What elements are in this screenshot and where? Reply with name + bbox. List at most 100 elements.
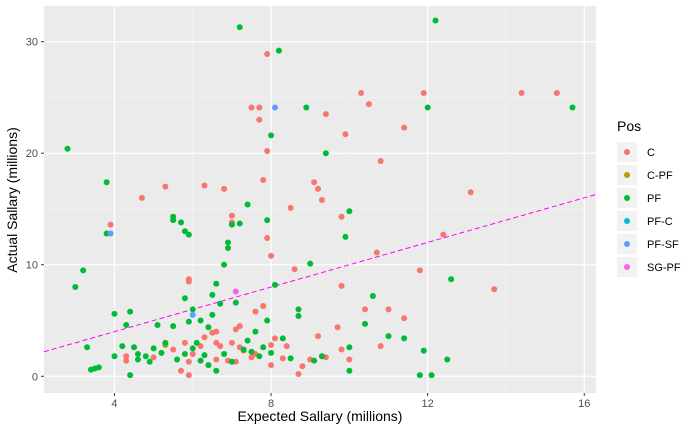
data-point: [342, 131, 349, 138]
data-point: [174, 356, 181, 363]
data-point: [181, 350, 188, 357]
grid-major: [44, 6, 596, 393]
data-point: [342, 233, 349, 240]
data-point: [107, 221, 114, 228]
data-point: [279, 355, 286, 362]
data-point: [420, 347, 427, 354]
data-point: [72, 284, 79, 291]
data-point: [275, 47, 282, 54]
data-point: [264, 50, 271, 57]
y-tick-label: 10: [26, 260, 38, 272]
legend-label: C-PF: [647, 170, 673, 182]
data-point: [291, 266, 298, 273]
data-point: [432, 17, 439, 24]
data-point: [264, 317, 271, 324]
data-point: [127, 308, 134, 315]
data-point: [271, 281, 278, 288]
data-point: [232, 299, 239, 306]
data-point: [178, 367, 185, 374]
data-point: [264, 217, 271, 224]
data-points: [64, 17, 576, 379]
data-point: [338, 282, 345, 289]
data-point: [95, 364, 102, 371]
data-point: [209, 291, 216, 298]
data-point: [170, 346, 177, 353]
data-point: [146, 358, 153, 365]
x-axis-ticks: 4 8 12 16: [111, 393, 590, 410]
y-tick-label: 0: [32, 371, 38, 383]
grid-minor: [44, 6, 596, 393]
data-point: [162, 183, 169, 190]
data-point: [119, 343, 126, 350]
data-point: [260, 344, 267, 351]
data-point: [322, 111, 329, 118]
data-point: [420, 89, 427, 96]
data-point: [322, 150, 329, 157]
data-point: [228, 358, 235, 365]
data-point: [444, 356, 451, 363]
data-point: [248, 354, 255, 361]
legend-swatch: [624, 172, 630, 178]
data-point: [213, 367, 220, 374]
data-point: [369, 292, 376, 299]
data-point: [373, 249, 380, 256]
data-point: [318, 197, 325, 204]
data-point: [377, 158, 384, 165]
data-point: [236, 24, 243, 31]
legend-label: PF: [647, 193, 661, 205]
data-point: [311, 179, 318, 186]
y-tick-label: 20: [26, 148, 38, 160]
data-point: [80, 267, 87, 274]
data-point: [185, 318, 192, 325]
data-point: [424, 104, 431, 111]
x-tick-label: 8: [268, 398, 274, 410]
data-point: [268, 362, 275, 369]
data-point: [127, 372, 134, 379]
data-point: [334, 324, 341, 331]
data-point: [268, 342, 275, 349]
legend-label: PF-SF: [647, 239, 679, 251]
legend-label: PF-C: [647, 216, 673, 228]
data-point: [401, 124, 408, 131]
data-point: [358, 89, 365, 96]
data-point: [181, 339, 188, 346]
data-point: [385, 306, 392, 313]
data-point: [150, 345, 157, 352]
legend-swatch: [624, 264, 630, 270]
data-point: [440, 231, 447, 238]
x-axis-title: Expected Sallary (millions): [238, 408, 403, 424]
data-point: [303, 104, 310, 111]
data-point: [346, 356, 353, 363]
data-point: [181, 228, 188, 235]
legend-label: C: [647, 147, 655, 159]
data-point: [287, 204, 294, 211]
data-point: [185, 231, 192, 238]
data-point: [279, 335, 286, 342]
data-point: [252, 308, 259, 315]
data-point: [232, 288, 239, 295]
data-point: [448, 276, 455, 283]
data-point: [362, 306, 369, 313]
data-point: [569, 104, 576, 111]
data-point: [315, 185, 322, 192]
data-point: [416, 267, 423, 274]
data-point: [256, 353, 263, 360]
data-point: [170, 323, 177, 330]
data-point: [107, 230, 114, 237]
x-tick-label: 12: [422, 398, 434, 410]
x-tick-label: 16: [578, 398, 590, 410]
data-point: [416, 372, 423, 379]
data-point: [228, 339, 235, 346]
data-point: [225, 245, 231, 252]
data-point: [201, 334, 208, 341]
data-point: [401, 315, 408, 322]
data-point: [134, 350, 141, 357]
data-point: [213, 328, 220, 335]
data-point: [295, 371, 302, 378]
x-tick-label: 4: [111, 398, 117, 410]
legend-swatch: [624, 218, 630, 224]
data-point: [84, 344, 91, 351]
y-axis-ticks: 0 10 20 30: [26, 37, 44, 383]
data-point: [268, 132, 275, 139]
data-point: [236, 323, 243, 330]
